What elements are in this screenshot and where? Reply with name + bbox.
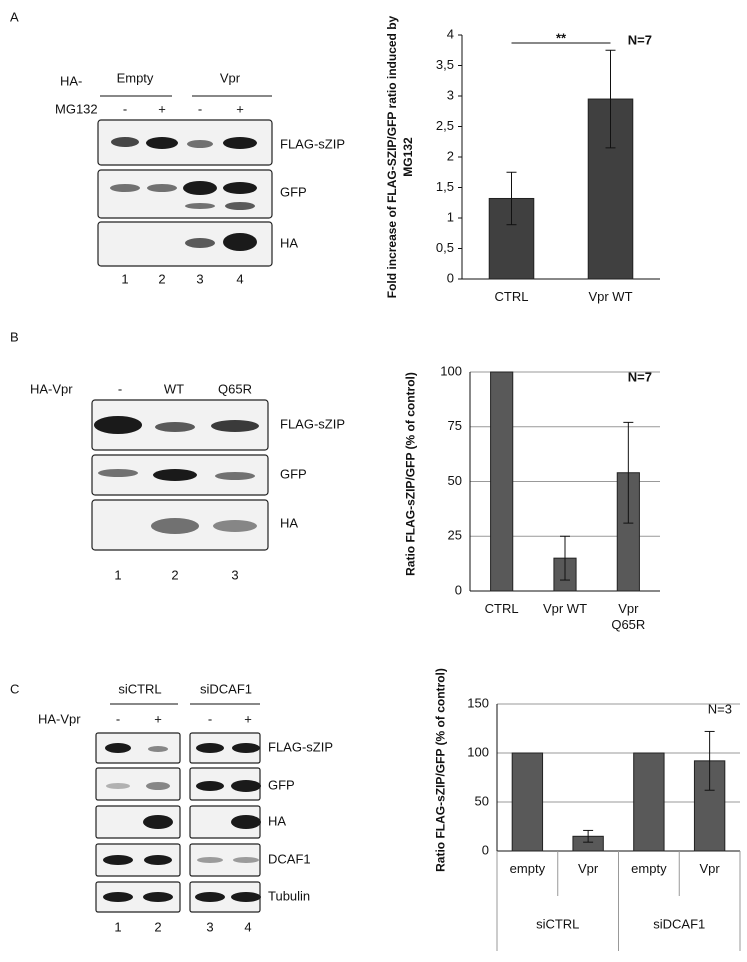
blot-label: HA-Vpr <box>30 381 73 396</box>
y-tick-label: 2,5 <box>436 118 454 133</box>
group-label: siCTRL <box>118 681 161 696</box>
y-tick-label: 75 <box>448 418 462 433</box>
bar <box>633 752 665 852</box>
x-tick-label: empty <box>631 861 667 876</box>
lane-sign: - <box>116 711 120 726</box>
group-label: siDCAF1 <box>653 916 705 931</box>
group-label: siDCAF1 <box>200 681 252 696</box>
lane-number: 4 <box>236 271 243 286</box>
y-tick-label: 1 <box>447 209 454 224</box>
y-tick-label: 150 <box>467 695 489 710</box>
band-label: FLAG-sZIP <box>280 136 345 151</box>
n-label: N=7 <box>628 32 652 47</box>
band-label: HA <box>268 813 286 828</box>
band-label: Tubulin <box>268 888 310 903</box>
x-tick-label: Vpr Q65R <box>611 601 646 632</box>
band-label: GFP <box>280 466 307 481</box>
y-tick-label: 4 <box>447 26 454 41</box>
band-label: FLAG-sZIP <box>280 416 345 431</box>
n-label: N=7 <box>628 369 652 384</box>
band-label: HA <box>280 515 298 530</box>
band-label: GFP <box>280 184 307 199</box>
y-tick-label: 3,5 <box>436 57 454 72</box>
y-axis-title: Ratio FLAG-sZIP/GFP (% of control) <box>433 667 447 872</box>
x-tick-label: CTRL <box>484 601 519 616</box>
lane-sign: - <box>208 711 212 726</box>
lane-number: 3 <box>196 271 203 286</box>
blot-label: MG132 <box>55 101 98 116</box>
x-tick-label: empty <box>509 861 546 876</box>
panel-letter: C <box>10 681 19 696</box>
x-tick-label: CTRL <box>494 289 529 304</box>
y-tick-label: 3 <box>447 87 454 102</box>
lane-sign: + <box>154 711 162 726</box>
significance: ** <box>556 30 567 45</box>
lane-number: 1 <box>114 919 121 934</box>
blot <box>97 119 273 267</box>
lane-number: 3 <box>231 567 238 582</box>
bar <box>511 752 544 852</box>
condition: WT <box>164 381 184 396</box>
y-tick-label: 0 <box>447 270 454 285</box>
band-label: GFP <box>268 777 295 792</box>
lane-sign: + <box>158 101 166 116</box>
blot <box>91 399 269 551</box>
y-tick-label: 2 <box>447 148 454 163</box>
lane-number: 2 <box>158 271 165 286</box>
y-tick-label: 100 <box>467 744 489 759</box>
lane-number: 1 <box>121 271 128 286</box>
panel-letter: A <box>10 9 19 24</box>
y-tick-label: 50 <box>448 473 462 488</box>
y-tick-label: 0,5 <box>436 240 454 255</box>
y-tick-label: 0 <box>482 842 489 857</box>
x-tick-label: Vpr WT <box>542 601 588 616</box>
group-label: Empty <box>117 70 154 85</box>
blot <box>95 732 261 913</box>
group-label: siCTRL <box>536 916 579 931</box>
panel-letter: B <box>10 329 19 344</box>
x-tick-label: Vpr <box>578 861 599 876</box>
y-tick-label: 50 <box>475 793 489 808</box>
group-label: Vpr <box>220 70 241 85</box>
band-label: HA <box>280 235 298 250</box>
y-tick-label: 25 <box>448 528 462 543</box>
blot-label: HA- <box>60 73 82 88</box>
lane-number: 3 <box>206 919 213 934</box>
lane-sign: - <box>198 101 202 116</box>
condition: Q65R <box>218 381 252 396</box>
x-tick-label: Vpr <box>699 861 720 876</box>
condition: - <box>118 381 122 396</box>
y-tick-label: 100 <box>440 363 462 378</box>
lane-number: 1 <box>114 567 121 582</box>
bar <box>490 371 514 592</box>
lane-sign: + <box>244 711 252 726</box>
lane-sign: - <box>123 101 127 116</box>
y-axis-title: Fold increase of FLAG-SZIP/GFP ratio ind… <box>385 15 415 299</box>
lane-number: 2 <box>171 567 178 582</box>
n-label: N=3 <box>708 701 732 716</box>
y-axis-title: Ratio FLAG-sZIP/GFP (% of control) <box>403 371 417 576</box>
y-tick-label: 1,5 <box>436 179 454 194</box>
lane-sign: + <box>236 101 244 116</box>
y-tick-label: 0 <box>455 582 462 597</box>
band-label: FLAG-sZIP <box>268 739 333 754</box>
lane-number: 4 <box>244 919 251 934</box>
lane-number: 2 <box>154 919 161 934</box>
band-label: DCAF1 <box>268 851 311 866</box>
x-tick-label: Vpr WT <box>588 289 633 304</box>
blot-label: HA-Vpr <box>38 711 81 726</box>
